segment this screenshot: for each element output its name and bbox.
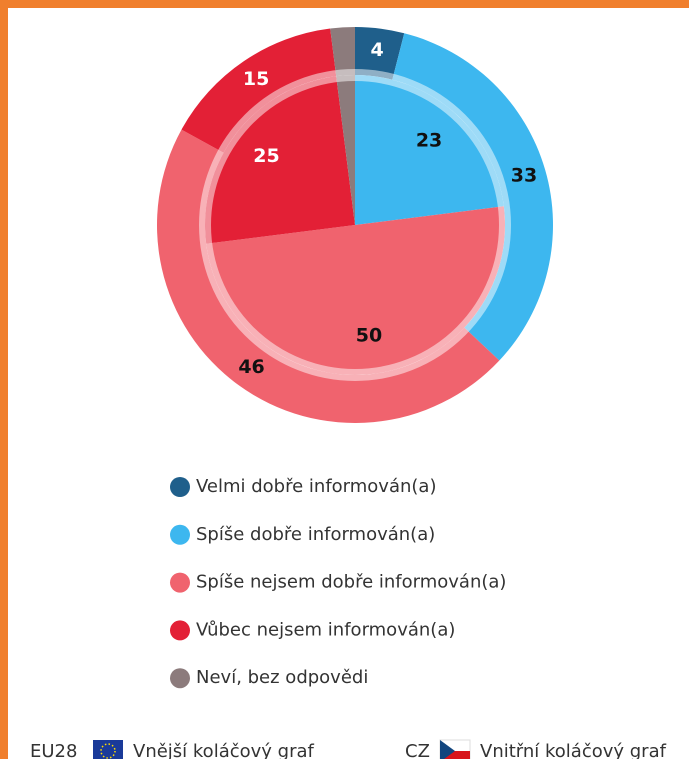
data-label: 4 xyxy=(370,39,383,61)
wedge xyxy=(205,76,355,244)
cz-flag-blue xyxy=(440,740,455,759)
data-label: 33 xyxy=(511,164,537,186)
eu-flag xyxy=(93,740,123,759)
series-name: EU28 xyxy=(30,741,77,759)
ring-separator xyxy=(199,69,511,381)
wedge xyxy=(336,75,355,225)
wedge xyxy=(355,75,504,225)
legend-swatch xyxy=(170,668,190,689)
series-name: CZ xyxy=(405,741,430,759)
legend-swatch xyxy=(170,572,190,593)
legend-label: Velmi dobře informován(a) xyxy=(196,476,436,497)
data-label: 23 xyxy=(416,129,442,151)
series-label: Vnitřní koláčový graf xyxy=(480,741,667,759)
wedge xyxy=(157,129,500,423)
eu-flag-stars xyxy=(100,743,116,759)
wedge xyxy=(181,28,337,153)
data-label: 50 xyxy=(356,325,382,347)
legend-label: Spíše nejsem dobře informován(a) xyxy=(196,572,506,593)
data-label: 46 xyxy=(238,356,264,378)
wedge xyxy=(330,27,355,77)
data-label: 25 xyxy=(253,145,279,167)
legend-swatch xyxy=(170,620,190,641)
flags xyxy=(93,739,471,759)
wedge xyxy=(355,27,405,80)
legend-swatch xyxy=(170,524,190,545)
legend-label: Vůbec nejsem informován(a) xyxy=(196,619,455,640)
legend-label: Spíše dobře informován(a) xyxy=(196,524,435,545)
frame: 4 33 46 15 23 50 25 Velmi dobře informován(a) Sp… xyxy=(8,8,689,759)
wedge xyxy=(206,206,505,375)
legend-swatch xyxy=(170,477,190,497)
data-label: 15 xyxy=(243,68,269,90)
series-label: Vnější koláčový graf xyxy=(133,741,315,759)
wedge xyxy=(392,33,553,361)
chart: 4 33 46 15 23 50 25 Velmi dobře informován(a) Sp… xyxy=(30,27,667,759)
cz-flag-red xyxy=(440,751,470,759)
legend-label: Neví, bez odpovědi xyxy=(196,667,368,688)
